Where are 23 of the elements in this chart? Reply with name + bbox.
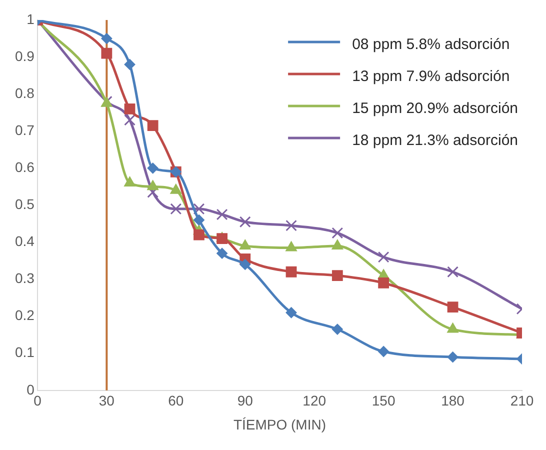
legend-label: 08 ppm 5.8% adsorción (352, 36, 510, 54)
y-tick-label: 0.7 (14, 122, 35, 138)
x-tick-label: 210 (510, 392, 534, 409)
y-tick-label: 0.4 (14, 233, 35, 250)
y-tick-label: 0.9 (14, 48, 35, 64)
legend-label: 13 ppm 7.9% adsorción (352, 68, 510, 86)
y-tick-label: 0 (26, 381, 35, 398)
y-tick-label: 0.2 (14, 307, 35, 324)
legend-label: 18 ppm 21.3% adsorción (352, 132, 518, 150)
legend-label: 15 ppm 20.9% adsorción (352, 100, 518, 118)
y-tick-label: 0.3 (14, 270, 35, 286)
x-tick-label: 180 (441, 392, 465, 409)
x-tick-label: 30 (98, 392, 115, 409)
y-tick-label: 1 (26, 10, 35, 27)
y-tick-label: 0.6 (14, 159, 35, 176)
x-tick-label: 90 (237, 392, 254, 409)
y-tick-label: 0.8 (14, 84, 35, 101)
x-axis-title: TÍEMPO (MIN) (233, 416, 326, 432)
y-tick-label: 0.5 (14, 196, 35, 212)
x-tick-label: 60 (168, 392, 184, 409)
x-tick-label: 150 (372, 392, 396, 409)
x-tick-label: 120 (302, 392, 326, 409)
y-tick-label: 0.1 (14, 344, 35, 360)
